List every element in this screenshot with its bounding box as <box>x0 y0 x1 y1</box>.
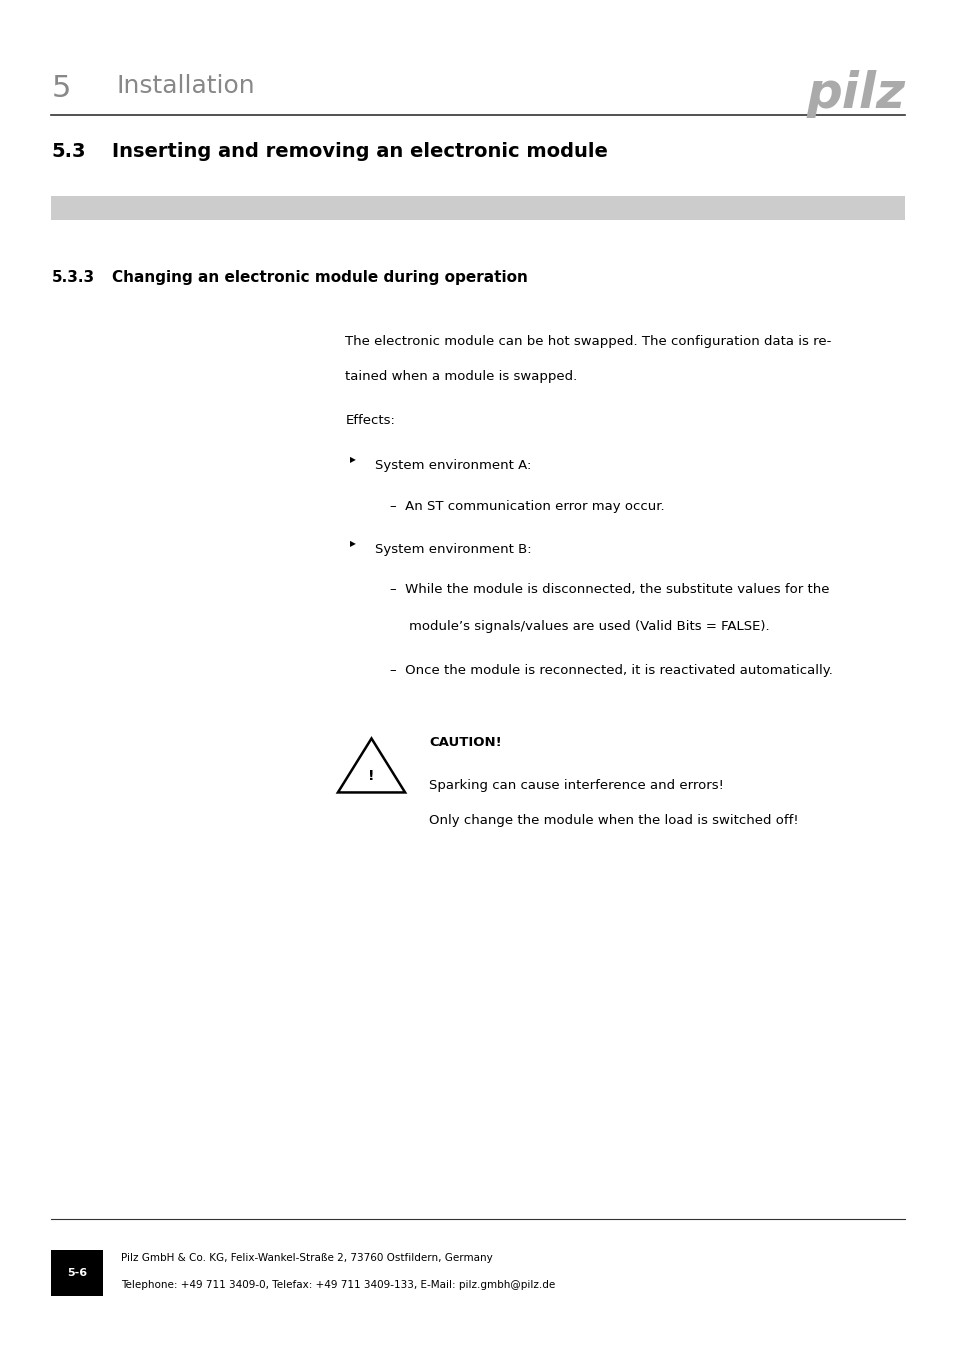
Text: 5.3: 5.3 <box>51 142 86 161</box>
Text: Inserting and removing an electronic module: Inserting and removing an electronic mod… <box>112 142 607 161</box>
Text: –  An ST communication error may occur.: – An ST communication error may occur. <box>390 500 664 513</box>
Text: module’s signals/values are used (Valid Bits = FALSE).: module’s signals/values are used (Valid … <box>409 620 769 633</box>
Text: –  While the module is disconnected, the substitute values for the: – While the module is disconnected, the … <box>390 583 829 597</box>
Text: ▶: ▶ <box>350 539 355 548</box>
Text: Changing an electronic module during operation: Changing an electronic module during ope… <box>112 270 527 285</box>
Text: System environment A:: System environment A: <box>375 459 531 472</box>
Text: Only change the module when the load is switched off!: Only change the module when the load is … <box>429 814 799 828</box>
Text: 5: 5 <box>51 74 71 103</box>
Text: –  Once the module is reconnected, it is reactivated automatically.: – Once the module is reconnected, it is … <box>390 664 832 678</box>
Text: 5.3.3: 5.3.3 <box>51 270 94 285</box>
Text: ▶: ▶ <box>350 455 355 464</box>
Text: !: ! <box>368 769 375 783</box>
Text: Telephone: +49 711 3409-0, Telefax: +49 711 3409-133, E-Mail: pilz.gmbh@pilz.de: Telephone: +49 711 3409-0, Telefax: +49 … <box>121 1280 555 1289</box>
Text: CAUTION!: CAUTION! <box>429 736 501 749</box>
Text: The electronic module can be hot swapped. The configuration data is re-: The electronic module can be hot swapped… <box>345 335 831 348</box>
Text: Effects:: Effects: <box>345 414 395 428</box>
Text: System environment B:: System environment B: <box>375 543 532 556</box>
Text: pilz: pilz <box>805 70 904 119</box>
Text: Installation: Installation <box>116 74 255 99</box>
FancyBboxPatch shape <box>51 1250 103 1296</box>
Text: Pilz GmbH & Co. KG, Felix-Wankel-Straße 2, 73760 Ostfildern, Germany: Pilz GmbH & Co. KG, Felix-Wankel-Straße … <box>121 1253 493 1262</box>
Text: 5-6: 5-6 <box>67 1268 87 1278</box>
Text: Sparking can cause interference and errors!: Sparking can cause interference and erro… <box>429 779 723 792</box>
FancyBboxPatch shape <box>51 196 904 220</box>
Text: tained when a module is swapped.: tained when a module is swapped. <box>345 370 577 383</box>
